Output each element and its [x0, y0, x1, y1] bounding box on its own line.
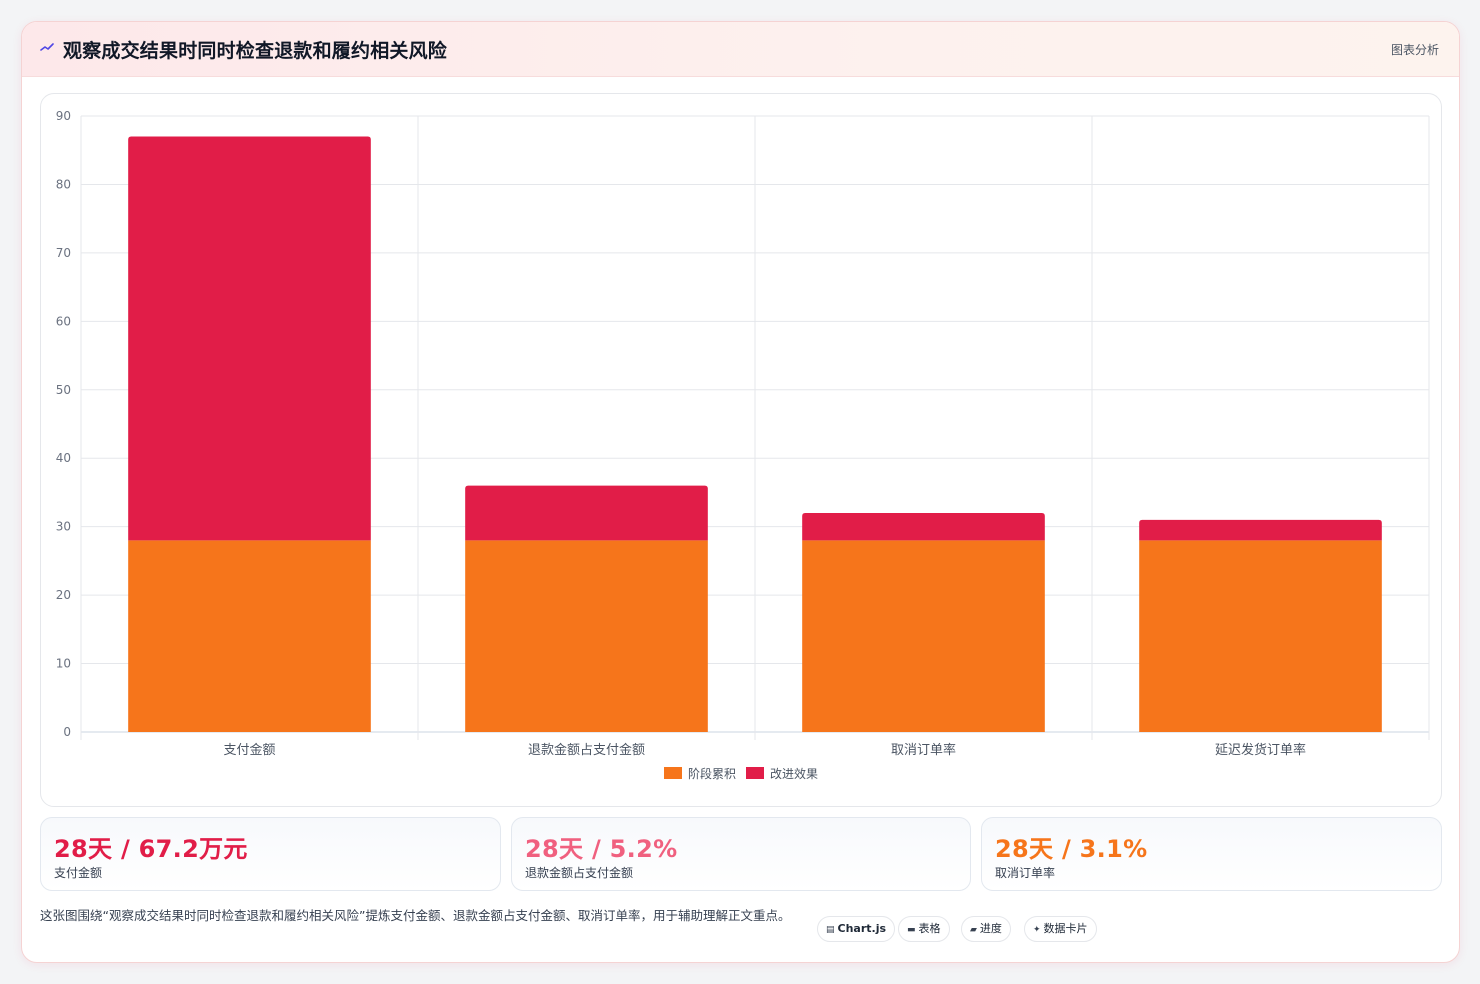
x-tick-label: 取消订单率	[891, 742, 956, 758]
progress-icon: ▰	[970, 925, 977, 935]
sparkle-icon: ✦	[1033, 925, 1041, 935]
legend-label: 改进效果	[770, 766, 818, 781]
card-header: 观察成交结果时同时检查退款和履约相关风险 图表分析	[22, 22, 1459, 77]
bar-segment	[802, 540, 1045, 732]
legend-swatch	[746, 767, 764, 779]
tag-label: 进度	[979, 922, 1002, 935]
y-tick-label: 10	[56, 657, 71, 671]
x-tick-label: 延迟发货订单率	[1215, 742, 1306, 758]
chart-icon: ▤	[826, 925, 835, 935]
x-tick-label: 支付金额	[223, 742, 275, 758]
kpi-card-refund: 28天 / 5.2% 退款金额占支付金额	[511, 817, 971, 891]
bar-segment	[465, 485, 708, 541]
bar-segment	[128, 540, 371, 732]
kpi-card-cancel: 28天 / 3.1% 取消订单率	[981, 817, 1442, 891]
kpi-card-payment: 28天 / 67.2万元 支付金额	[40, 817, 501, 891]
tag-label: Chart.js	[837, 922, 887, 935]
y-tick-label: 90	[56, 109, 71, 123]
y-tick-label: 50	[56, 383, 71, 397]
y-tick-label: 60	[56, 314, 71, 328]
kpi-value: 28天 / 3.1%	[995, 835, 1148, 863]
tag-progress[interactable]: ▰ 进度	[961, 916, 1011, 942]
chart-card: 观察成交结果时同时检查退款和履约相关风险 图表分析 0 10 20 30 40 50 60 7…	[21, 21, 1460, 963]
kpi-value: 28天 / 5.2%	[525, 835, 678, 863]
tag-data-card[interactable]: ✦ 数据卡片	[1024, 916, 1097, 942]
stacked-bar-chart: 0 10 20 30 40 50 60 70 80 90 支付金额 退款金额占支付金额 取消订单率 延迟发…	[56, 109, 1430, 781]
tag-label: 数据卡片	[1043, 922, 1088, 935]
chart-panel: 0 10 20 30 40 50 60 70 80 90 支付金额 退款金额占支付金额 取消订单率 延迟发…	[40, 93, 1442, 807]
bar-segment	[465, 540, 708, 732]
table-icon: ▬	[907, 925, 916, 935]
kpi-value: 28天 / 67.2万元	[54, 835, 248, 863]
chart-caption: 这张图围绕“观察成交结果时同时检查退款和履约相关风险”提炼支付金额、退款金额占支…	[40, 908, 791, 923]
bar-segment	[1139, 519, 1382, 541]
card-title: 观察成交结果时同时检查退款和履约相关风险	[63, 40, 448, 62]
legend-label: 阶段累积	[688, 766, 736, 781]
y-tick-label: 70	[56, 246, 71, 260]
trend-line-icon	[40, 43, 54, 51]
legend-swatch	[664, 767, 682, 779]
tag-table[interactable]: ▬ 表格	[898, 916, 950, 942]
y-tick-label: 80	[56, 177, 71, 191]
bar-segment	[802, 512, 1045, 541]
chart-analysis-link[interactable]: 图表分析	[1390, 43, 1439, 57]
y-tick-label: 40	[56, 451, 71, 465]
kpi-label: 支付金额	[54, 866, 103, 880]
x-tick-label: 退款金额占支付金额	[528, 742, 645, 758]
tag-chartjs[interactable]: ▤ Chart.js	[817, 916, 896, 942]
y-tick-label: 30	[56, 520, 71, 534]
y-tick-label: 20	[56, 588, 71, 602]
bar-segment	[1139, 540, 1382, 732]
kpi-label: 退款金额占支付金额	[525, 866, 634, 880]
bar-segment	[128, 136, 371, 541]
y-tick-label: 0	[63, 725, 71, 739]
tag-label: 表格	[918, 922, 941, 935]
kpi-label: 取消订单率	[995, 866, 1056, 880]
